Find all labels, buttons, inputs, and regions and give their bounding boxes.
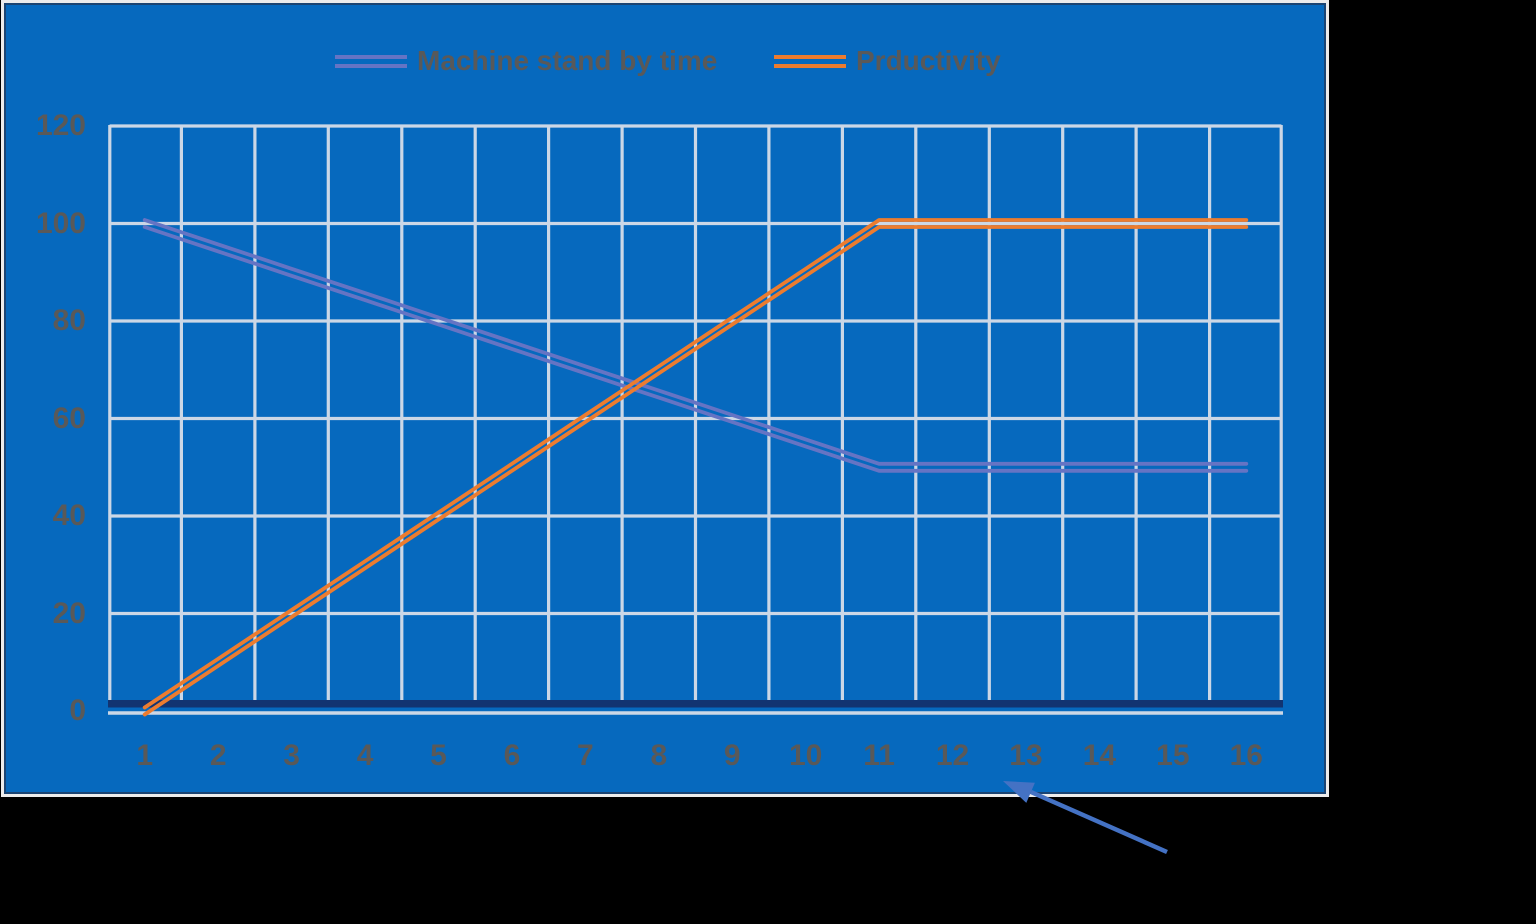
x-tick-label: 7 (577, 739, 594, 772)
y-tick-label: 80 (52, 304, 86, 337)
legend-label-productivity: Prductivity (856, 45, 1001, 76)
x-tick-label: 4 (356, 739, 374, 772)
legend-item-productivity: Prductivity (774, 46, 1001, 76)
x-tick-label: 16 (1229, 739, 1263, 772)
x-tick-label: 12 (935, 739, 970, 772)
legend-item-machine-stand-by-time: Machine stand by time (335, 46, 717, 76)
y-tick-label: 60 (52, 401, 86, 435)
x-tick-label: 11 (863, 739, 895, 772)
x-tick-label: 3 (283, 739, 300, 772)
legend-label-machine-stand-by-time: Machine stand by time (417, 45, 718, 76)
x-tick-label: 6 (503, 739, 521, 772)
y-tick-label: 20 (52, 596, 86, 630)
x-tick-label: 10 (788, 739, 823, 772)
x-tick-label: 14 (1082, 739, 1117, 772)
x-tick-label: 1 (136, 739, 154, 772)
productivity-series-marker (774, 55, 846, 68)
x-tick-label: 8 (650, 739, 668, 772)
y-tick-label: 120 (35, 109, 86, 142)
y-tick-label: 0 (69, 694, 86, 727)
y-tick-label: 100 (35, 206, 86, 240)
x-tick-label: 9 (723, 739, 741, 772)
x-tick-label: 2 (209, 739, 227, 772)
x-tick-label: 5 (430, 739, 447, 772)
arrow-shaft (1030, 789, 1168, 855)
plot-area (108, 124, 1283, 717)
arrow-head-icon (1003, 781, 1035, 803)
x-tick-label: 13 (1009, 739, 1043, 772)
y-tick-label: 40 (52, 499, 86, 532)
x-tick-label: 15 (1156, 739, 1190, 772)
arrow-annotation (1003, 781, 1168, 855)
machine-stand-by-time-series-marker (335, 55, 407, 68)
